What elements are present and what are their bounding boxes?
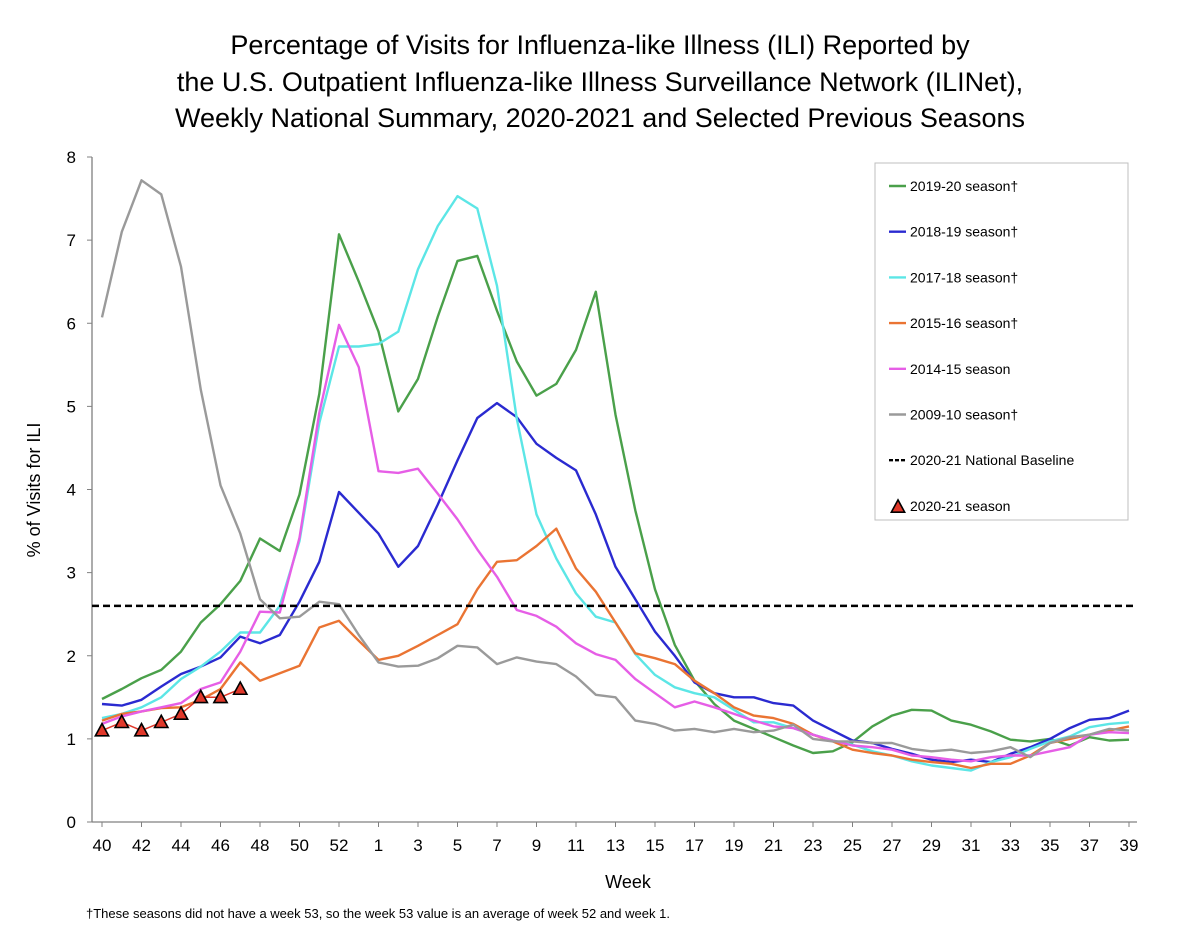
series-2019-20-season-line	[101, 233, 1130, 755]
series-2009-10-season-line	[100, 179, 1130, 759]
x-tick-label: 13	[606, 836, 625, 855]
x-tick-label: 9	[532, 836, 541, 855]
legend-label: 2014-15 season	[910, 361, 1010, 377]
y-tick-label: 6	[67, 314, 76, 333]
legend-item: 2015-16 season†	[889, 315, 1018, 331]
legend-label: 2009-10 season†	[910, 407, 1018, 423]
legend-label: 2017-18 season†	[910, 269, 1018, 285]
x-tick-label: 48	[251, 836, 270, 855]
legend-item: 2009-10 season†	[889, 407, 1018, 423]
series-2020-21-point	[153, 713, 170, 729]
x-tick-label: 23	[804, 836, 823, 855]
x-tick-label: 19	[725, 836, 744, 855]
series-2020-21-point	[133, 721, 150, 737]
legend-label: 2015-16 season†	[910, 315, 1018, 331]
series-2020-21-point	[212, 688, 229, 704]
y-tick-label: 1	[67, 730, 76, 749]
legend-item: 2020-21 National Baseline	[889, 452, 1074, 468]
x-tick-label: 46	[211, 836, 230, 855]
x-tick-label: 37	[1080, 836, 1099, 855]
x-tick-label: 7	[492, 836, 501, 855]
x-tick-label: 52	[330, 836, 349, 855]
x-tick-label: 27	[883, 836, 902, 855]
x-tick-label: 1	[374, 836, 383, 855]
x-tick-label: 3	[413, 836, 422, 855]
y-tick-label: 4	[67, 481, 76, 500]
legend-item: 2017-18 season†	[889, 269, 1018, 285]
y-axis-title: % of Visits for ILI	[24, 423, 44, 558]
series-2015-16-season-line	[101, 527, 1130, 770]
legend-label: 2019-20 season†	[910, 178, 1018, 194]
x-tick-label: 42	[132, 836, 151, 855]
x-tick-label: 11	[567, 836, 585, 855]
x-tick-label: 31	[962, 836, 981, 855]
x-tick-label: 39	[1120, 836, 1139, 855]
x-axis-title: Week	[605, 872, 652, 892]
series-2020-21-point	[113, 713, 130, 729]
y-tick-label: 2	[67, 647, 76, 666]
series-2020-21-point	[173, 705, 189, 720]
x-tick-label: 35	[1041, 836, 1060, 855]
legend-box	[874, 162, 1129, 521]
x-tick-label: 33	[1001, 836, 1020, 855]
chart-title-line-1: Percentage of Visits for Influenza-like …	[230, 30, 970, 60]
x-tick-label: 5	[453, 836, 462, 855]
legend-item: 2018-19 season†	[889, 224, 1018, 240]
y-tick-label: 8	[67, 148, 76, 167]
legend-item: 2019-20 season†	[889, 178, 1018, 194]
y-tick-label: 5	[67, 397, 76, 416]
legend-label: 2020-21 season	[910, 498, 1010, 514]
y-tick-label: 3	[67, 564, 76, 583]
footnote: †These seasons did not have a week 53, s…	[86, 906, 670, 921]
series-2020-21-point	[232, 680, 249, 696]
x-tick-label: 44	[172, 836, 191, 855]
legend-item: 2014-15 season	[889, 361, 1010, 377]
legend-label: 2020-21 National Baseline	[910, 452, 1074, 468]
x-tick-label: 40	[93, 836, 112, 855]
x-tick-label: 50	[290, 836, 309, 855]
series-2020-21-point	[192, 688, 209, 704]
chart-title-line-2: the U.S. Outpatient Influenza-like Illne…	[176, 67, 1024, 97]
chart-legend: 2019-20 season† 2018-19 season† 2017-18 se…	[874, 162, 1129, 521]
x-tick-label: 29	[922, 836, 941, 855]
x-tick-label: 21	[764, 836, 783, 855]
series-layer	[92, 179, 1137, 772]
y-tick-label: 0	[67, 813, 76, 832]
legend-item: 2020-21 season	[890, 498, 1010, 514]
chart-title-line-3: Weekly National Summary, 2020-2021 and S…	[175, 103, 1025, 133]
y-tick-label: 7	[67, 231, 76, 250]
legend-label: 2018-19 season†	[910, 224, 1018, 240]
x-tick-label: 25	[843, 836, 862, 855]
x-tick-label: 15	[646, 836, 665, 855]
legend-swatch	[890, 498, 906, 513]
x-tick-label: 17	[685, 836, 704, 855]
series-2020-21-point	[94, 721, 110, 737]
